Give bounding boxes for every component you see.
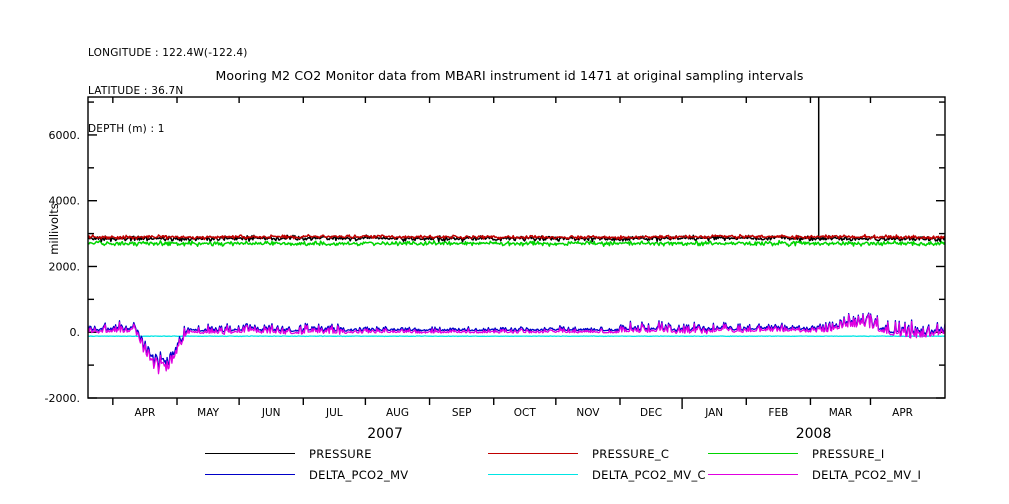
legend-swatch-delta-pco2-mv-i <box>708 474 798 475</box>
legend-item-pressure-c[interactable]: PRESSURE_C <box>488 444 669 463</box>
legend-label-delta-pco2-mv: DELTA_PCO2_MV <box>309 467 409 482</box>
y-axis-tick-label: -2000. <box>45 392 80 405</box>
y-axis-tick-label: 6000. <box>49 129 81 142</box>
x-axis-tick-label: AUG <box>386 407 409 419</box>
legend-label-delta-pco2-mv-c: DELTA_PCO2_MV_C <box>592 467 706 482</box>
legend-item-delta-pco2-mv-i[interactable]: DELTA_PCO2_MV_I <box>708 465 921 484</box>
station-metadata: LONGITUDE : 122.4W(-122.4) LATITUDE : 36… <box>88 22 248 161</box>
plot-frame <box>87 96 946 399</box>
series-line-pressure-c <box>88 233 945 241</box>
x-axis-year-2008: 2008 <box>796 426 832 442</box>
legend-swatch-pressure-c <box>488 453 578 454</box>
legend-item-delta-pco2-mv[interactable]: DELTA_PCO2_MV <box>205 465 408 484</box>
y-axis-tick-label: 2000. <box>49 260 81 273</box>
x-axis-ticks: APR MAY JUN JUL AUG SEP OCT NOV DEC JAN FEB MAR APR <box>112 97 913 419</box>
x-axis-tick-label: MAY <box>197 407 219 419</box>
legend-swatch-delta-pco2-mv <box>205 474 295 475</box>
x-axis-tick-label: FEB <box>768 407 788 419</box>
x-axis-tick-label: NOV <box>576 407 600 419</box>
legend-label-delta-pco2-mv-i: DELTA_PCO2_MV_I <box>812 467 922 482</box>
series-line-delta-pco2-mv <box>88 312 945 371</box>
legend-row-delta: DELTA_PCO2_MV DELTA_PCO2_MV_C DELTA_PCO2… <box>0 465 1009 484</box>
y-axis-tick-label: 4000. <box>49 195 81 208</box>
series-line-delta-pco2-mv-i <box>88 313 945 375</box>
series-line-pressure-i <box>88 239 945 248</box>
metadata-latitude: LATITUDE : 36.7N <box>88 84 184 97</box>
x-axis-tick-label: APR <box>135 407 156 419</box>
legend-item-pressure[interactable]: PRESSURE <box>205 444 372 463</box>
data-series-group <box>88 97 945 375</box>
legend-label-pressure-c: PRESSURE_C <box>592 446 670 461</box>
y-axis-ticks: -2000. 0. 2000. 4000. 6000. <box>45 101 945 405</box>
x-axis-tick-label: MAR <box>829 407 853 419</box>
x-axis-tick-label: JAN <box>704 407 723 419</box>
x-axis-tick-label: DEC <box>640 407 662 419</box>
page-title: Mooring M2 CO2 Monitor data from MBARI i… <box>215 68 804 83</box>
x-axis-tick-label: SEP <box>452 407 472 419</box>
x-axis-tick-label: APR <box>892 407 913 419</box>
legend-swatch-pressure-i <box>708 453 798 454</box>
series-line-delta-pco2-mv-c <box>88 335 945 338</box>
x-axis-tick-label: JUL <box>325 407 343 419</box>
metadata-longitude: LONGITUDE : 122.4W(-122.4) <box>88 47 248 60</box>
x-axis-tick-label: OCT <box>514 407 537 419</box>
x-axis-year-2007: 2007 <box>367 426 403 442</box>
legend-row-pressure: PRESSURE PRESSURE_C PRESSURE_I <box>0 444 1009 463</box>
legend-swatch-pressure <box>205 453 295 454</box>
legend-label-pressure-i: PRESSURE_I <box>812 446 885 461</box>
metadata-depth: DEPTH (m) : 1 <box>88 122 165 135</box>
legend-item-delta-pco2-mv-c[interactable]: DELTA_PCO2_MV_C <box>488 465 706 484</box>
legend-item-pressure-i[interactable]: PRESSURE_I <box>708 444 885 463</box>
y-axis-tick-label: 0. <box>70 326 81 339</box>
x-axis-tick-label: JUN <box>261 407 281 419</box>
legend-label-pressure: PRESSURE <box>309 446 372 461</box>
chart-legend: PRESSURE PRESSURE_C PRESSURE_I DELTA_PCO… <box>0 444 1009 488</box>
legend-swatch-delta-pco2-mv-c <box>488 474 578 475</box>
